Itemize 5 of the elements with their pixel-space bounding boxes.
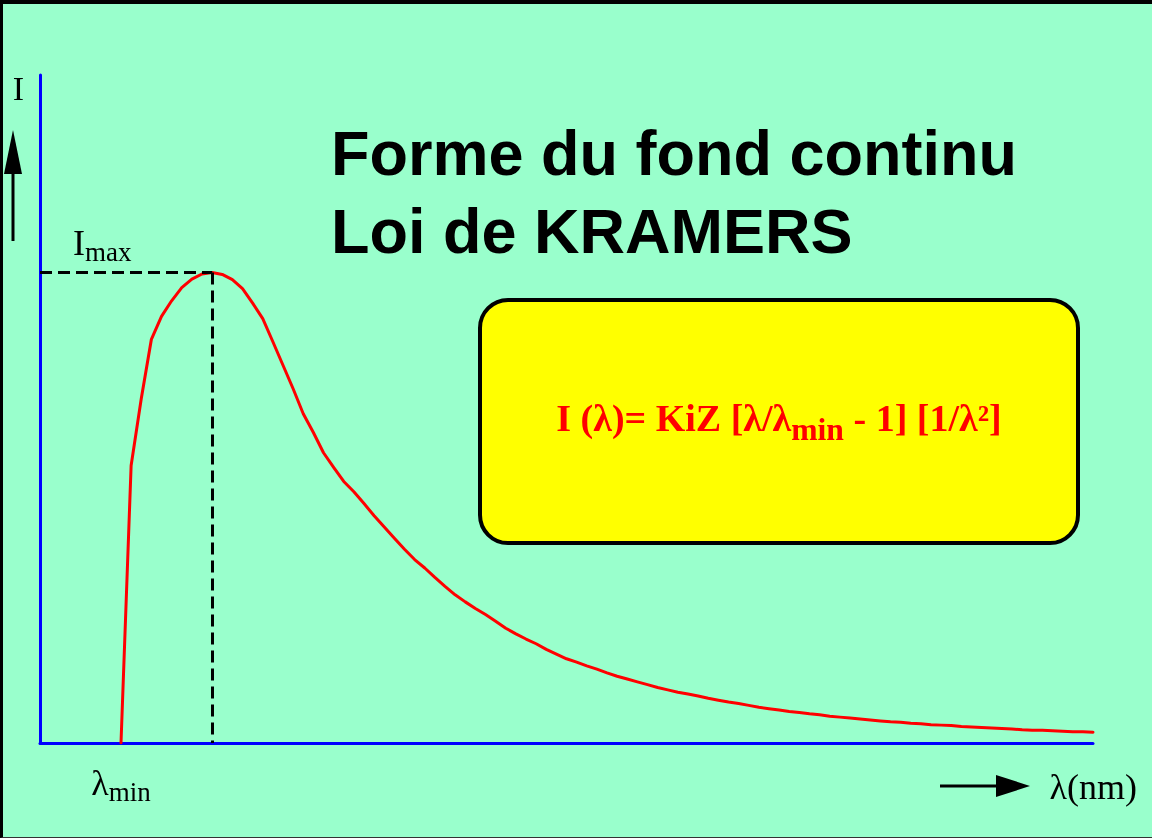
y-axis-title: I xyxy=(12,69,24,107)
chart-subtitle: Loi de KRAMERS xyxy=(331,196,853,266)
chart-title: Forme du fond continu xyxy=(331,118,1017,188)
annotation: I (λ)= KiZ [λ/λ$_{min}$ - 1] [1/λ²] xyxy=(556,395,1002,448)
x-axis-title: λ(nm) xyxy=(1049,767,1137,807)
